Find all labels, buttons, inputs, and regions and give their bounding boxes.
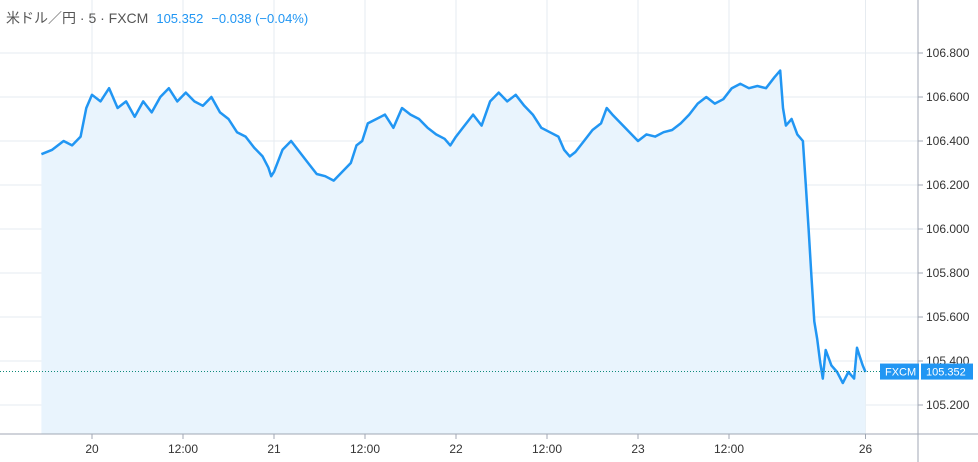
price-area-fill	[41, 70, 866, 434]
current-price-badge: FXCM 105.352	[880, 363, 973, 380]
legend: 米ドル／円 · 5 · FXCM 105.352 −0.038 (−0.04%)	[6, 8, 308, 28]
x-tick-label: 12:00	[532, 442, 562, 456]
x-tick-label: 22	[449, 442, 463, 456]
y-tick-label: 105.800	[926, 266, 970, 280]
x-tick-label: 12:00	[350, 442, 380, 456]
y-tick-label: 106.200	[926, 178, 970, 192]
x-tick-label: 20	[85, 442, 99, 456]
badge-source-box	[880, 363, 919, 380]
price-line	[40, 69, 867, 385]
x-tick-label: 21	[267, 442, 281, 456]
badge-price-box	[921, 363, 973, 380]
last-price: 105.352	[156, 10, 204, 26]
x-tick-label: 12:00	[714, 442, 744, 456]
symbol-title[interactable]: 米ドル／円 · 5 · FXCM	[6, 10, 149, 26]
badge-source-label: FXCM	[885, 367, 916, 379]
price-axis[interactable]: 105.200105.400105.600105.800106.000106.2…	[918, 46, 970, 412]
y-tick-label: 105.600	[926, 310, 970, 324]
x-tick-label: 12:00	[168, 442, 198, 456]
time-axis[interactable]: 20 12:00 21 12:00 22 12:00 23 12:00 26	[85, 434, 872, 456]
badge-price-label: 105.352	[926, 367, 966, 379]
y-tick-label: 106.800	[926, 46, 970, 60]
x-tick-label: 26	[859, 442, 873, 456]
price-change: −0.038 (−0.04%)	[211, 10, 309, 26]
y-tick-label: 105.200	[926, 398, 970, 412]
y-tick-label: 106.400	[926, 134, 970, 148]
y-tick-label: 106.000	[926, 222, 970, 236]
y-tick-label: 106.600	[926, 90, 970, 104]
x-tick-label: 23	[631, 442, 645, 456]
